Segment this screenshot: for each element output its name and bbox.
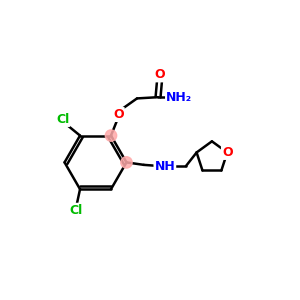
Text: O: O [222, 146, 232, 159]
Circle shape [105, 130, 117, 141]
Circle shape [121, 157, 132, 168]
Text: NH: NH [154, 160, 175, 172]
Text: O: O [113, 108, 124, 121]
Text: O: O [155, 68, 165, 81]
Text: Cl: Cl [70, 204, 83, 217]
Text: NH₂: NH₂ [166, 91, 192, 104]
Text: Cl: Cl [56, 113, 69, 126]
